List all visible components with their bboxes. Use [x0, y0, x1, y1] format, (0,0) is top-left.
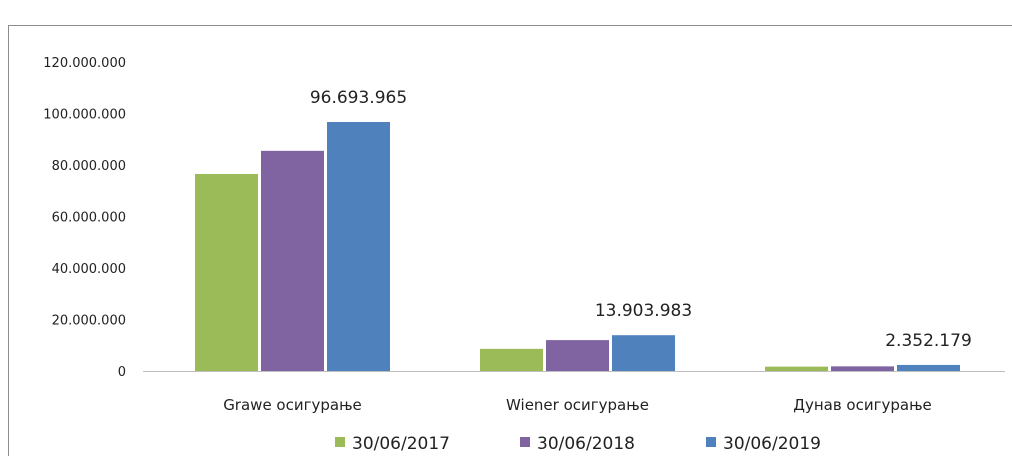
x-axis: Grawe осигурање Wiener осигурање Дунав оси…: [223, 396, 932, 414]
bar: [480, 348, 543, 371]
y-tick-label: 60.000.000: [52, 211, 126, 226]
y-tick-label: 100.000.000: [43, 108, 126, 123]
x-tick-label: Дунав осигурање: [793, 396, 932, 414]
bar: [195, 174, 258, 371]
y-tick-label: 120.000.000: [43, 56, 126, 71]
y-tick-label: 80.000.000: [52, 159, 126, 174]
x-tick-label: Wiener осигурање: [506, 396, 649, 414]
y-tick-label: 0: [118, 365, 126, 380]
bar: [261, 150, 324, 371]
bar: [765, 366, 828, 371]
bar: [327, 122, 390, 372]
data-label: 2.352.179: [885, 331, 972, 351]
bars: [195, 122, 960, 372]
legend-swatch: [335, 437, 345, 447]
y-tick-label: 20.000.000: [52, 314, 126, 329]
legend-label: 30/06/2018: [537, 434, 635, 454]
legend-label: 30/06/2017: [352, 434, 450, 454]
legend-label: 30/06/2019: [723, 434, 821, 454]
legend-swatch: [706, 437, 716, 447]
bar: [546, 340, 609, 371]
data-labels: 96.693.965 13.903.983 2.352.179: [310, 88, 972, 351]
legend: 30/06/2017 30/06/2018 30/06/2019: [335, 434, 821, 454]
bar: [612, 335, 675, 371]
x-tick-label: Grawe осигурање: [223, 396, 362, 414]
legend-swatch: [520, 437, 530, 447]
y-tick-label: 40.000.000: [52, 262, 126, 277]
data-label: 13.903.983: [595, 301, 692, 321]
bar: [831, 366, 894, 371]
bar: [897, 364, 960, 371]
y-axis: 0 20.000.000 40.000.000 60.000.000 80.000.00…: [43, 56, 126, 380]
data-label: 96.693.965: [310, 88, 407, 108]
